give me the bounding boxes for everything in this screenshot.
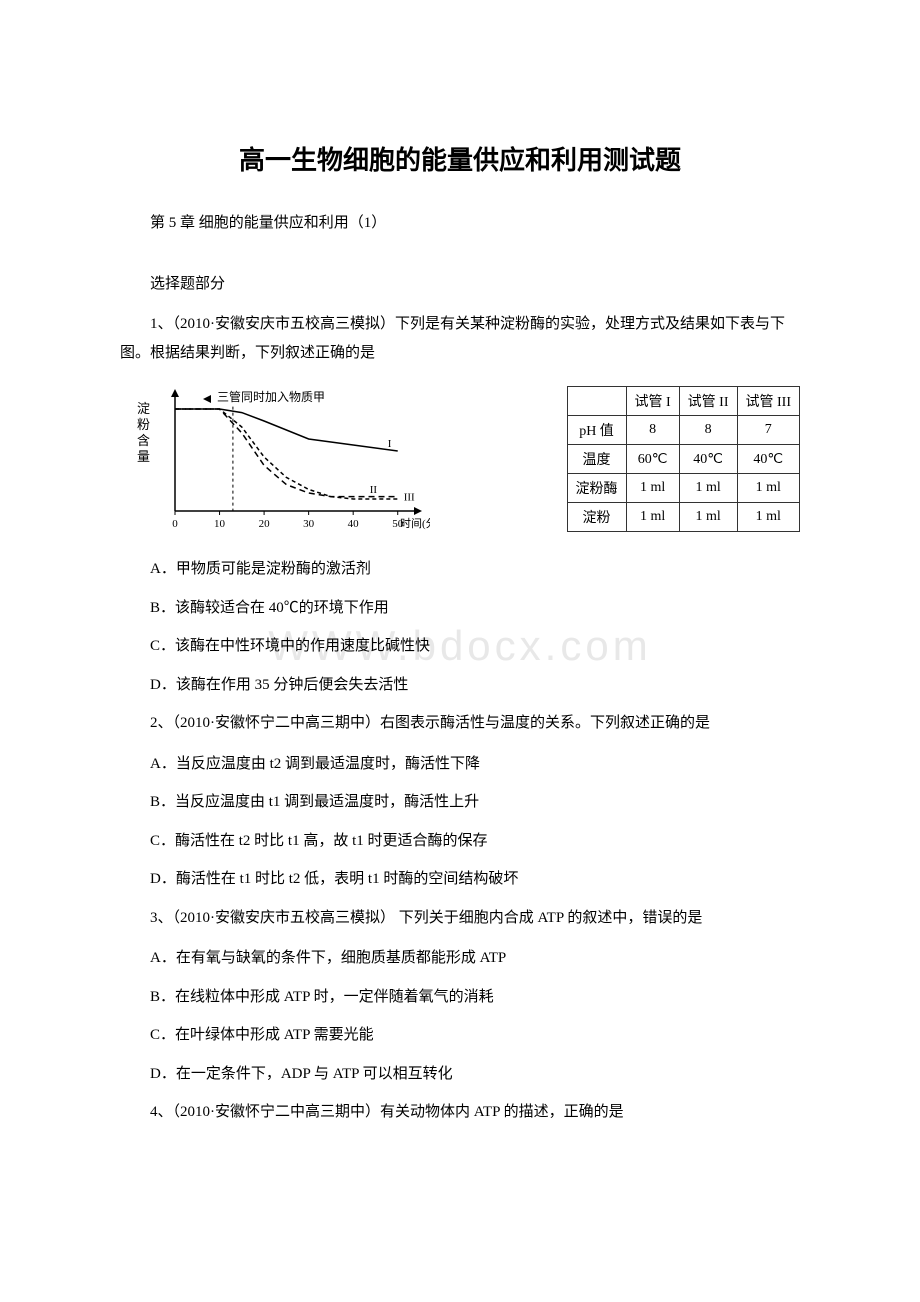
q2-stem: 2、（2010·安徽怀宁二中高三期中）右图表示酶活性与温度的关系。下列叙述正确的… (120, 709, 800, 738)
q3-option-b: B．在线粒体中形成 ATP 时，一定伴随着氧气的消耗 (120, 983, 800, 1012)
svg-text:量: 量 (137, 449, 150, 464)
table-cell: 60℃ (626, 445, 679, 474)
svg-text:含: 含 (137, 433, 150, 448)
svg-text:时间(分): 时间(分) (400, 517, 430, 530)
q3-stem: 3、（2010·安徽安庆市五校高三模拟） 下列关于细胞内合成 ATP 的叙述中，… (120, 904, 800, 933)
q1-stem: 1、（2010·安徽安庆市五校高三模拟）下列是有关某种淀粉酶的实验，处理方式及结… (120, 310, 800, 367)
table-header-cell: 试管 I (626, 387, 679, 416)
svg-text:淀: 淀 (137, 401, 150, 416)
table-cell: 1 ml (679, 474, 737, 503)
q3-option-d: D．在一定条件下，ADP 与 ATP 可以相互转化 (120, 1060, 800, 1089)
q1-option-a: A．甲物质可能是淀粉酶的激活剂 (120, 555, 800, 584)
table-row: 淀粉酶1 ml1 ml1 ml (567, 474, 800, 503)
table-cell: 1 ml (679, 503, 737, 532)
svg-text:30: 30 (303, 518, 315, 530)
q4-stem: 4、（2010·安徽怀宁二中高三期中）有关动物体内 ATP 的描述，正确的是 (120, 1098, 800, 1127)
q1-option-b: B．该酶较适合在 40℃的环境下作用 (120, 594, 800, 623)
table-header-cell (567, 387, 626, 416)
table-row: 淀粉1 ml1 ml1 ml (567, 503, 800, 532)
q2-option-d: D．酶活性在 t1 时比 t2 低，表明 t1 时酶的空间结构破坏 (120, 865, 800, 894)
page-title: 高一生物细胞的能量供应和利用测试题 (120, 140, 800, 177)
svg-text:10: 10 (214, 518, 226, 530)
table-cell: 1 ml (737, 503, 800, 532)
q3-option-a: A．在有氧与缺氧的条件下，细胞质基质都能形成 ATP (120, 944, 800, 973)
svg-text:三管同时加入物质甲: 三管同时加入物质甲 (217, 389, 325, 404)
table-cell: 40℃ (679, 445, 737, 474)
section-heading: 选择题部分 (120, 270, 800, 299)
table-cell: 淀粉酶 (567, 474, 626, 503)
svg-text:粉: 粉 (137, 417, 150, 432)
table-header-cell: 试管 II (679, 387, 737, 416)
svg-text:II: II (370, 484, 378, 496)
table-cell: 淀粉 (567, 503, 626, 532)
table-cell: 8 (679, 416, 737, 445)
q1-option-d: D．该酶在作用 35 分钟后便会失去活性 (120, 671, 800, 700)
table-cell: 温度 (567, 445, 626, 474)
svg-text:III: III (404, 492, 415, 504)
table-cell: 1 ml (737, 474, 800, 503)
svg-text:0: 0 (172, 518, 178, 530)
table-cell: 1 ml (626, 474, 679, 503)
table-cell: 40℃ (737, 445, 800, 474)
table-row: 温度60℃40℃40℃ (567, 445, 800, 474)
q1-table: 试管 I试管 II试管 IIIpH 值887温度60℃40℃40℃淀粉酶1 ml… (567, 386, 801, 532)
table-row: pH 值887 (567, 416, 800, 445)
q2-option-a: A．当反应温度由 t2 调到最适温度时，酶活性下降 (120, 750, 800, 779)
svg-text:40: 40 (348, 518, 360, 530)
table-cell: 8 (626, 416, 679, 445)
subtitle-text: 第 5 章 细胞的能量供应和利用（1） (120, 209, 800, 238)
table-cell: 7 (737, 416, 800, 445)
q3-option-c: C．在叶绿体中形成 ATP 需要光能 (120, 1021, 800, 1050)
table-header-cell: 试管 III (737, 387, 800, 416)
table-cell: pH 值 (567, 416, 626, 445)
table-cell: 1 ml (626, 503, 679, 532)
q2-option-b: B．当反应温度由 t1 调到最适温度时，酶活性上升 (120, 788, 800, 817)
q1-option-c: C．该酶在中性环境中的作用速度比碱性快 (120, 632, 800, 661)
q1-chart: 01020304050时间(分)淀粉含量三管同时加入物质甲IIIIII (120, 379, 430, 539)
svg-text:I: I (388, 438, 392, 450)
q1-figure-row: 01020304050时间(分)淀粉含量三管同时加入物质甲IIIIII 试管 I… (120, 379, 800, 539)
svg-text:20: 20 (259, 518, 271, 530)
q2-option-c: C．酶活性在 t2 时比 t1 高，故 t1 时更适合酶的保存 (120, 827, 800, 856)
